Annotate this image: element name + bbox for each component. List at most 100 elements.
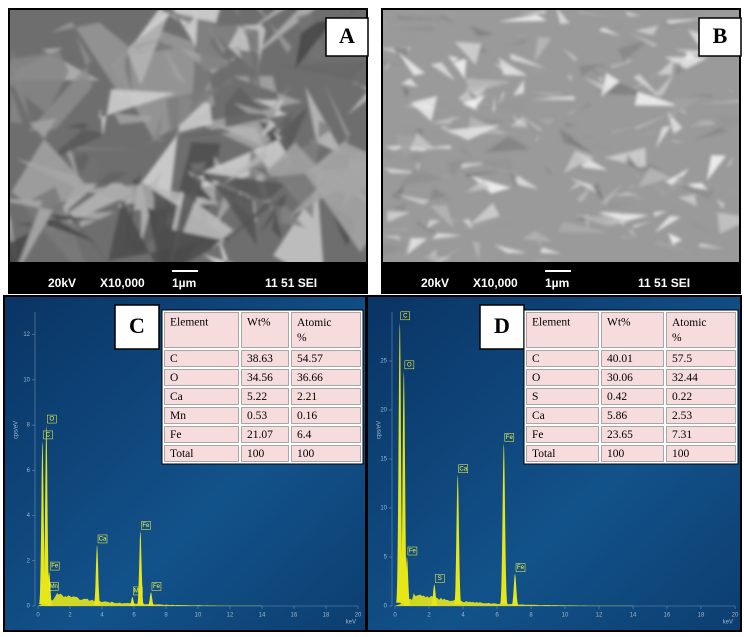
sem-grain [305, 141, 366, 253]
sem-grain [618, 39, 649, 62]
sem-grain [369, 102, 379, 117]
peak [430, 584, 438, 606]
sem-texture [369, 10, 739, 262]
letter-box [325, 17, 369, 57]
sem-grain [159, 10, 195, 30]
sem-grain [446, 219, 460, 221]
sem-grain [259, 142, 339, 220]
x-tick-label: 16 [291, 613, 298, 619]
sem-grain [726, 185, 738, 190]
table-cell [291, 445, 361, 462]
sem-grain [636, 175, 641, 181]
sem-grain [462, 218, 473, 229]
sem-grain [668, 232, 682, 245]
sem-grain [410, 132, 435, 151]
sem-grain [568, 74, 573, 82]
table-cell [164, 369, 239, 386]
peak-label-box [47, 414, 57, 424]
sem-grain [447, 124, 501, 141]
peak-label: Fe [153, 584, 161, 590]
x-tick-label: 14 [259, 613, 266, 619]
peak [129, 597, 136, 606]
sem-grain [598, 27, 621, 36]
table-cell [164, 350, 239, 367]
element-table: Element Wt% Atomic % C 40.01 57.5 O 30.06 32.44 S 0… [523, 309, 739, 465]
table-cell [164, 426, 239, 443]
table-cell [601, 312, 664, 348]
sem-grain [689, 220, 715, 233]
sem-grain [398, 167, 442, 187]
peak-label-box [458, 464, 468, 473]
sem-grain [717, 212, 739, 234]
x-tick-label: 8 [529, 613, 533, 619]
sem-grain [565, 108, 576, 116]
sem-grain [699, 224, 709, 228]
table-cell-text: Ca [170, 391, 183, 403]
sem-grain [437, 246, 464, 262]
sem-grain [607, 202, 632, 210]
sem-grain [437, 14, 456, 25]
peak-label: C [46, 432, 51, 438]
sem-grain [654, 210, 668, 217]
sem-grain [489, 112, 495, 115]
sem-grain [427, 102, 441, 117]
table-cell-text: 2.53 [672, 410, 692, 422]
peak [400, 370, 408, 604]
table-cell [666, 407, 736, 424]
sem-grain [693, 121, 717, 126]
peak [454, 474, 462, 605]
caption-text: 20kV [421, 276, 449, 290]
sem-grain [674, 48, 684, 55]
sem-grain [203, 228, 230, 262]
table-cell-text: 100 [297, 448, 315, 460]
sem-grain [621, 57, 630, 62]
x-tick-label: 2 [68, 613, 72, 619]
sem-grain [147, 109, 167, 144]
sem-grain [394, 135, 416, 158]
sem-grain [718, 228, 739, 233]
table-cell [526, 407, 599, 424]
continuum [38, 593, 262, 606]
sem-grain [634, 113, 672, 129]
y-tick-label: 20 [380, 408, 387, 414]
sem-grain [383, 228, 408, 231]
sem-image [369, 10, 739, 262]
sem-grain [397, 51, 425, 76]
sem-grain [531, 96, 575, 100]
table-cell [241, 350, 289, 367]
peak [39, 440, 46, 605]
sem-grain [521, 231, 553, 242]
sem-grain [10, 50, 69, 121]
sem-grain [232, 46, 260, 95]
x-tick-label: 16 [664, 613, 671, 619]
sem-grain [568, 183, 581, 191]
panel-letter: D [494, 313, 510, 338]
y-tick-label: 0 [27, 604, 31, 610]
caption-text: 1µm [172, 276, 196, 290]
sem-grain [383, 18, 384, 32]
sem-grain [10, 198, 53, 262]
sem-grain [430, 116, 456, 125]
x-tick-label: 10 [562, 613, 569, 619]
sem-grain [666, 18, 705, 24]
sem-grain [383, 152, 402, 159]
y-tick-label: 12 [23, 332, 30, 338]
caption-text: 20kV [48, 276, 76, 290]
sem-grain [574, 217, 590, 221]
sem-grain [545, 166, 555, 176]
sem-grain [510, 53, 546, 69]
sem-grain [471, 176, 512, 194]
table-cell-text: 34.56 [247, 372, 273, 384]
table-cell-text: 23.65 [607, 429, 633, 441]
table-cell [291, 312, 361, 348]
sem-grain [564, 122, 577, 127]
sem-grain [536, 118, 556, 125]
sem-grain [233, 83, 294, 115]
sem-grain [633, 74, 662, 99]
x-tick-label: 12 [227, 613, 234, 619]
sem-grain [583, 77, 606, 91]
sem-grain [559, 128, 573, 144]
sem-grain [394, 27, 434, 30]
